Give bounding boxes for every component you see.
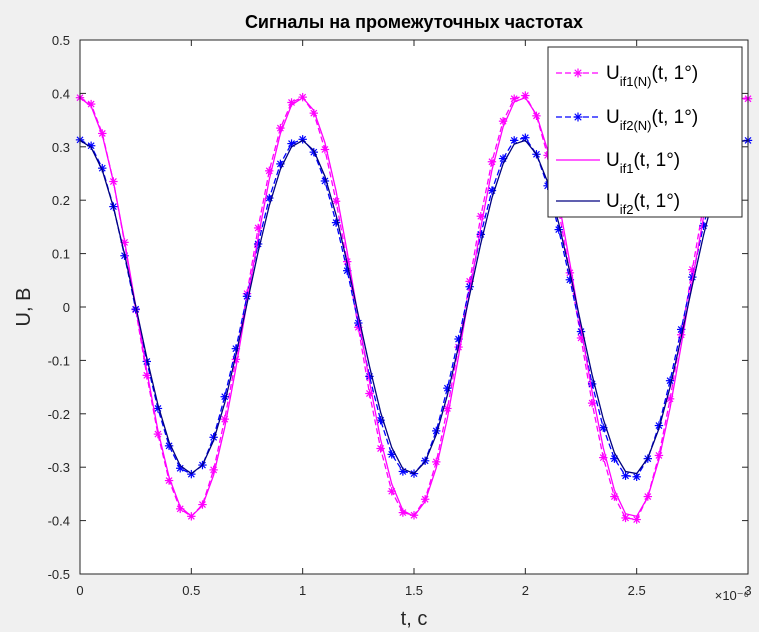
data-point (443, 383, 452, 393)
series-line-if1 (79, 96, 749, 518)
legend-subscript: if1 (620, 161, 634, 176)
legend-symbol: U (606, 107, 620, 128)
data-point (220, 414, 229, 424)
x-tick-label: 2.5 (628, 583, 646, 598)
y-tick-label: -0.2 (48, 407, 70, 422)
legend-symbol: U (606, 63, 620, 84)
data-point (176, 504, 185, 514)
y-tick-label: 0.4 (52, 86, 70, 101)
x-tick-label: 3 (744, 583, 751, 598)
legend-marker (573, 112, 583, 122)
y-tick-label: 0.2 (52, 193, 70, 208)
data-point (320, 145, 330, 154)
data-point (621, 471, 630, 480)
y-axis-label: U, B (13, 288, 35, 327)
y-tick-label: -0.4 (48, 514, 70, 529)
data-point (621, 513, 630, 523)
y-tick-label: -0.3 (48, 460, 70, 475)
legend: Uif1(N)(t, 1°)Uif2(N)(t, 1°)Uif1(t, 1°)U… (547, 46, 743, 218)
x-tick-label: 1.5 (405, 583, 423, 598)
data-point (510, 136, 519, 145)
x-tick-label: 0.5 (182, 583, 200, 598)
legend-symbol: U (606, 150, 620, 171)
legend-entry-label: Uif2(N)(t, 1°) (606, 107, 698, 133)
data-point (554, 225, 563, 234)
y-tick-label: 0 (63, 300, 70, 315)
x-tick-label: 0 (76, 583, 83, 598)
y-tick-label: -0.1 (48, 353, 70, 368)
data-point (220, 392, 229, 401)
data-point (153, 429, 163, 439)
legend-subscript: if2 (620, 202, 634, 217)
y-tick-label: 0.3 (52, 140, 70, 155)
x-tick-label: 2 (522, 583, 529, 598)
x-tick-label: 1 (299, 583, 306, 598)
chart-title: Сигналы на промежуточных частотах (245, 12, 583, 32)
legend-subscript: if2(N) (620, 118, 652, 133)
series-line-if2 (79, 139, 749, 475)
legend-args: (t, 1°) (633, 150, 680, 171)
legend-entry-label: Uif1(N)(t, 1°) (606, 63, 698, 89)
legend-args: (t, 1°) (652, 63, 699, 84)
data-point (432, 457, 441, 467)
ticks-layer: 0 0.5 1 1.5 2 2.5 3 0.5 0.4 0.3 0.2 0.1 0 -0.1 -0.2 -0.… (48, 33, 752, 598)
legend-args: (t, 1°) (652, 107, 699, 128)
legend-subscript: if1(N) (620, 74, 652, 89)
legend-args: (t, 1°) (633, 191, 680, 212)
legend-entry-label: Uif2(t, 1°) (606, 191, 680, 217)
y-tick-label: -0.5 (48, 567, 70, 582)
data-point (688, 265, 697, 274)
x-axis-label: t, c (401, 608, 428, 630)
legend-marker (573, 68, 583, 78)
y-tick-label: 0.5 (52, 33, 70, 48)
data-point (665, 376, 675, 385)
x-exponent-label: ×10⁻⁶ (715, 588, 749, 603)
legend-symbol: U (606, 191, 620, 212)
data-point (309, 147, 318, 157)
y-tick-label: 0.1 (52, 247, 70, 262)
legend-entry-label: Uif1(t, 1°) (606, 150, 680, 176)
